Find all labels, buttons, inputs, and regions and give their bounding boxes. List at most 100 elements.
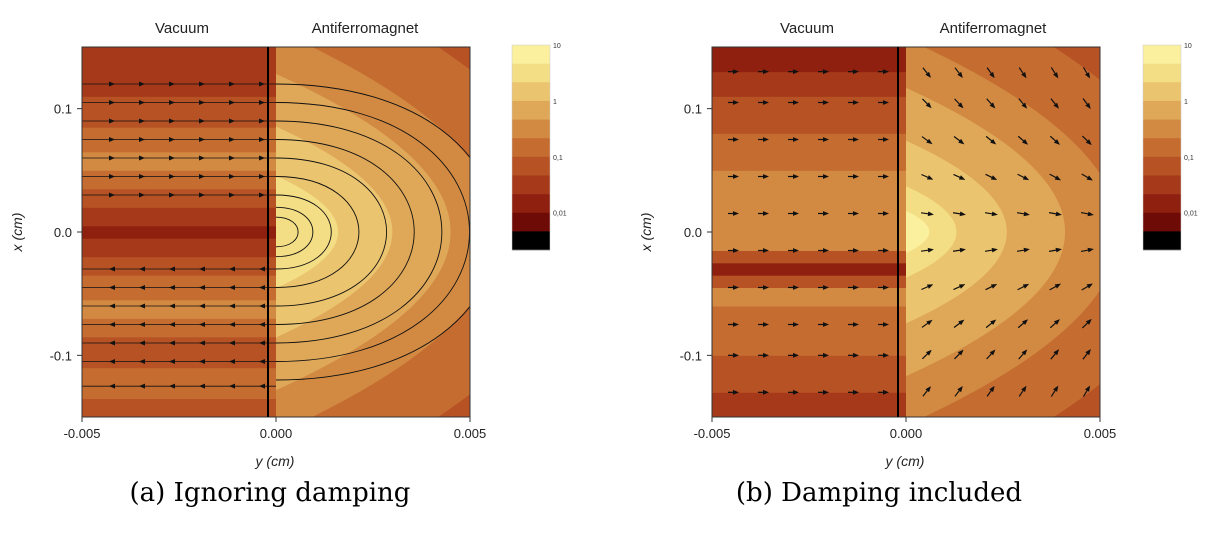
streamline-arc — [275, 83, 470, 381]
field-arrow — [1082, 349, 1091, 360]
colorbar-label: 0,01 — [553, 211, 567, 218]
y-tick-label: 0.1 — [684, 102, 702, 117]
vacuum-band — [82, 367, 276, 399]
colorbar-segment — [512, 194, 550, 214]
afm-contour — [906, 210, 930, 254]
field-arrow — [952, 211, 966, 217]
field-arrow — [1018, 67, 1027, 79]
field-arrow — [169, 118, 175, 124]
field-arrow — [259, 192, 265, 198]
field-arrow — [109, 322, 115, 327]
streamline-arc — [275, 194, 332, 270]
field-arrow — [985, 319, 997, 329]
chart-b: Vacuum Antiferromagnet -0.005 0.000 0.005 0… — [638, 20, 1198, 469]
colorbar-label: 10 — [1184, 43, 1192, 50]
field-arrow — [109, 100, 115, 105]
field-arrow — [1017, 283, 1030, 291]
field-arrow — [199, 322, 205, 327]
field-arrow — [229, 174, 235, 179]
region-label-vacuum: Vacuum — [155, 20, 209, 37]
colorbar-segment — [512, 82, 550, 102]
field-arrow — [1082, 385, 1091, 397]
field-arrow — [921, 349, 932, 360]
vacuum-band — [712, 262, 906, 276]
field-arrow — [109, 340, 115, 346]
field-arrow — [922, 67, 931, 78]
field-arrow — [169, 322, 175, 327]
x-tick-label: 0.000 — [260, 426, 293, 441]
vacuum-band — [82, 170, 276, 190]
region-label-antiferromagnet: Antiferromagnet — [940, 20, 1048, 37]
field-arrow — [1080, 247, 1094, 253]
field-arrow — [229, 137, 235, 142]
field-arrow — [1017, 135, 1029, 145]
vacuum-band — [82, 151, 276, 171]
field-arrow — [229, 322, 235, 327]
field-arrow — [1018, 385, 1027, 397]
field-arrow — [139, 118, 145, 124]
field-arrow — [1016, 211, 1030, 217]
field-arrow — [1050, 385, 1059, 397]
field-arrow — [169, 285, 175, 290]
colorbar-segment — [1143, 119, 1181, 139]
field-arrow — [109, 81, 115, 87]
field-arrow — [259, 81, 265, 87]
colorbar-label: 0,1 — [553, 155, 563, 162]
field-arrow — [109, 155, 115, 161]
field-arrow — [259, 322, 265, 327]
field-arrow — [259, 118, 265, 124]
field-arrow — [922, 98, 932, 109]
field-arrow — [259, 340, 265, 346]
field-arrow — [1016, 247, 1030, 253]
field-arrow — [1081, 135, 1092, 146]
colorbar-label: 1 — [553, 99, 557, 106]
colorbar-segment — [512, 63, 550, 83]
field-arrow — [1049, 283, 1062, 291]
vacuum-band — [712, 392, 906, 417]
field-arrow — [920, 247, 934, 253]
field-arrow — [139, 266, 145, 272]
vacuum-band — [82, 238, 276, 258]
plot-area-b — [712, 47, 1100, 417]
colorbar-segment — [1143, 45, 1181, 64]
field-arrow — [139, 303, 145, 309]
field-arrow — [1048, 247, 1062, 253]
field-arrow — [109, 192, 115, 198]
streamline-arc — [275, 157, 388, 307]
field-arrow — [139, 359, 145, 364]
field-arrow — [139, 322, 145, 327]
field-arrow — [199, 266, 205, 272]
field-arrow — [259, 137, 265, 142]
colorbar-segment — [512, 231, 550, 251]
chart-a: Vacuum Antiferromagnet -0.005 0.000 0.005 0… — [9, 20, 567, 469]
field-arrow — [229, 81, 235, 87]
field-arrow — [921, 136, 933, 145]
field-arrow — [229, 285, 235, 290]
colorbar-label: 0,1 — [1184, 155, 1194, 162]
field-arrow — [109, 383, 115, 389]
field-arrow — [953, 173, 966, 180]
field-arrow — [109, 118, 115, 124]
caption-b: (b) Damping included — [735, 478, 1023, 508]
x-tick-label: 0.005 — [1084, 426, 1117, 441]
streamline-arc — [275, 139, 415, 325]
region-label-antiferromagnet: Antiferromagnet — [312, 20, 420, 37]
colorbar-segment — [1143, 212, 1181, 232]
field-arrow — [109, 174, 115, 179]
colorbar-segment — [1143, 231, 1181, 251]
vacuum-band — [82, 96, 276, 128]
colorbar-segment — [1143, 63, 1181, 83]
field-arrow — [169, 155, 175, 161]
y-tick-label: 0.0 — [684, 225, 702, 240]
field-arrow — [169, 192, 175, 198]
field-arrow — [109, 137, 115, 142]
vacuum-band — [82, 398, 276, 417]
y-tick-label: -0.1 — [50, 348, 72, 363]
field-arrow — [229, 266, 235, 272]
field-arrow — [952, 247, 966, 253]
plot-area-a — [82, 47, 470, 417]
field-arrow — [1082, 67, 1091, 79]
x-tick-label: -0.005 — [64, 426, 101, 441]
vacuum-band — [82, 188, 276, 208]
vacuum-band — [712, 170, 906, 208]
